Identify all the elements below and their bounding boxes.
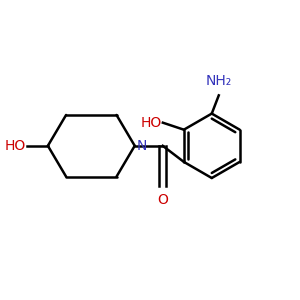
Text: HO: HO <box>4 139 26 153</box>
Text: NH₂: NH₂ <box>206 74 232 88</box>
Text: HO: HO <box>140 116 161 130</box>
Text: N: N <box>137 139 147 153</box>
Text: O: O <box>157 194 168 207</box>
